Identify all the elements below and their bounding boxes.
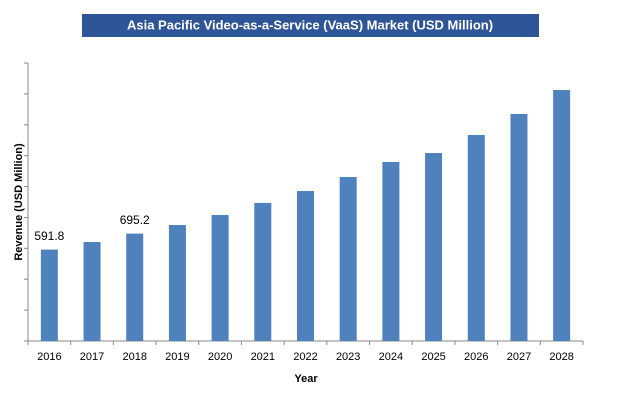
x-tick-label: 2022 bbox=[293, 351, 317, 363]
x-tick-label: 2028 bbox=[549, 351, 573, 363]
bar bbox=[339, 176, 357, 341]
bar bbox=[553, 90, 571, 342]
x-tick-label: 2016 bbox=[37, 351, 61, 363]
data-label: 591.8 bbox=[34, 229, 64, 243]
bar bbox=[297, 191, 314, 341]
bar bbox=[40, 249, 58, 341]
bar bbox=[382, 161, 400, 341]
x-tick-label: 2017 bbox=[80, 351, 104, 363]
x-axis-label: Year bbox=[294, 373, 318, 385]
x-tick-label: 2020 bbox=[208, 351, 232, 363]
x-tick-label: 2026 bbox=[464, 351, 488, 363]
bar bbox=[425, 153, 443, 341]
bar bbox=[254, 202, 272, 341]
bar bbox=[83, 242, 101, 341]
y-axis-label: Revenue (USD Million) bbox=[13, 143, 25, 261]
bar bbox=[510, 113, 528, 341]
x-tick-label: 2023 bbox=[336, 351, 360, 363]
x-tick-label: 2019 bbox=[165, 351, 189, 363]
x-tick-label: 2021 bbox=[251, 351, 275, 363]
bar bbox=[467, 134, 485, 341]
x-tick-label: 2025 bbox=[421, 351, 445, 363]
bar bbox=[126, 233, 144, 341]
title-banner bbox=[82, 14, 539, 37]
data-label: 695.2 bbox=[120, 213, 150, 227]
chart-title: Asia Pacific Video-as-a-Service (VaaS) M… bbox=[127, 17, 493, 32]
x-tick-label: 2024 bbox=[379, 351, 403, 363]
bar bbox=[168, 225, 186, 341]
x-tick-label: 2018 bbox=[122, 351, 146, 363]
x-tick-label: 2027 bbox=[507, 351, 531, 363]
bar bbox=[211, 214, 229, 341]
